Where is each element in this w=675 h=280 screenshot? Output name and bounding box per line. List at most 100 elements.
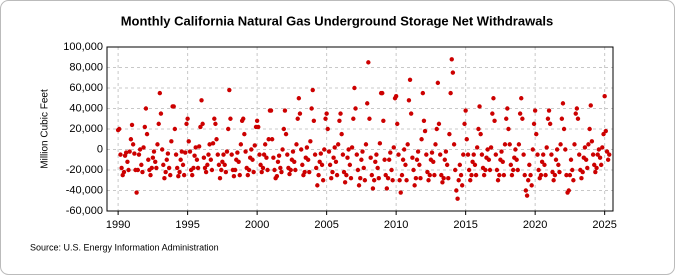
point [366,60,371,65]
point [220,159,225,164]
point [212,116,217,121]
point [601,131,606,137]
point [415,149,421,154]
point [297,111,303,116]
point [470,159,475,164]
point [266,137,271,142]
point [219,167,224,173]
point [595,152,600,157]
point [502,142,508,147]
point [258,162,263,168]
point [592,162,597,168]
point [137,147,143,152]
point [322,147,327,152]
point [294,142,299,147]
point [528,172,533,178]
point [274,173,280,179]
point [389,167,394,173]
point [222,162,227,168]
point [519,96,524,101]
point [541,152,546,157]
point [431,159,436,164]
point [125,159,130,164]
point [360,149,365,154]
point [206,152,211,157]
point [339,131,344,137]
point [481,172,487,178]
point [146,157,151,162]
y-tick-label: -40,000 [66,184,103,196]
point [195,165,201,171]
point [380,90,385,96]
point [207,142,212,147]
point [117,126,122,132]
point [314,165,319,171]
point [425,169,430,175]
point [492,118,497,124]
point [536,167,541,173]
point [153,159,158,164]
point [158,111,164,116]
point [412,183,417,188]
point [185,116,190,121]
point [418,176,423,181]
point [524,193,530,198]
point [568,157,574,162]
point [383,172,388,178]
point [393,94,399,99]
point [203,169,209,175]
point [280,147,285,152]
point [201,155,207,160]
point [354,152,360,157]
point [422,128,428,134]
point [183,150,188,155]
point [318,151,323,156]
point [403,162,408,168]
point [194,157,200,162]
x-tick-label: 1995 [175,219,199,231]
point [319,162,325,168]
point [346,147,351,152]
point [456,178,461,183]
point [391,145,396,150]
point [268,108,274,113]
point [293,167,298,173]
point [446,176,451,181]
point [276,153,282,158]
point [191,165,196,171]
point [283,131,289,137]
point [542,162,547,168]
y-tick-label: 60,000 [69,82,103,94]
point [572,142,577,147]
point [441,176,446,181]
point [353,106,358,111]
point [580,169,585,175]
point [426,178,431,183]
point [397,178,402,183]
point [208,157,214,162]
point [466,167,472,173]
point [600,145,605,150]
point [324,111,329,116]
point [150,155,156,160]
point [547,121,553,127]
point [598,162,604,168]
point [554,147,560,152]
point [398,190,403,195]
point [517,111,523,116]
point [371,178,377,183]
point [232,167,238,173]
point [175,165,180,171]
point [316,172,321,178]
point [556,162,561,168]
point [515,167,520,173]
point [587,126,592,132]
y-tick-label: -60,000 [66,205,103,217]
point [200,121,205,127]
point [566,188,571,193]
point [408,111,414,116]
point [193,145,198,150]
point [361,165,366,171]
point [434,126,439,132]
point [300,162,305,168]
